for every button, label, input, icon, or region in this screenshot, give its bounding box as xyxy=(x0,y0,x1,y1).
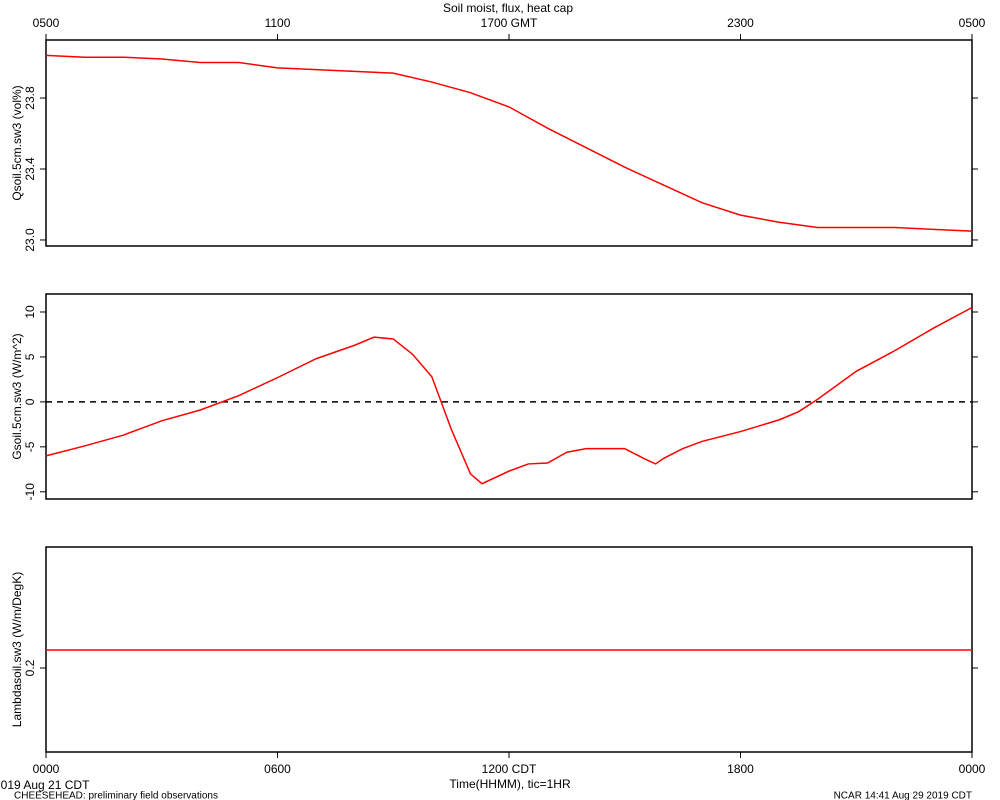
x-tick-label: 0000 xyxy=(33,762,60,776)
y-tick-label: -10 xyxy=(23,483,37,501)
chart-title: Soil moist, flux, heat cap xyxy=(443,1,573,15)
x-tick-label: 1800 xyxy=(727,762,754,776)
note: CHEESEHEAD: preliminary field observatio… xyxy=(14,791,218,800)
date-label: 2019 Aug 21 CDT xyxy=(0,778,90,792)
y-tick-label: 23.0 xyxy=(23,228,37,252)
y-tick-label: 0.2 xyxy=(23,659,37,676)
y-tick-label: 5 xyxy=(23,353,37,360)
x-tick-label: 1100 xyxy=(265,16,291,30)
y-axis-label: Lambdasoil.sw3 (W/m/DegK) xyxy=(10,572,24,727)
plot-frame xyxy=(45,293,973,500)
x-tick-label: 0500 xyxy=(33,16,60,30)
y-axis-label: Qsoil.5cm.sw3 (vol%) xyxy=(10,85,24,200)
y-tick-label: -5 xyxy=(23,441,37,452)
x-tick-label: 0500 xyxy=(959,16,986,30)
x-tick-label: 0600 xyxy=(264,762,291,776)
y-tick-label: 23.8 xyxy=(23,86,37,110)
y-tick-label: 0 xyxy=(23,398,37,405)
x-tick-label: 2300 xyxy=(727,16,754,30)
note: NCAR 14:41 Aug 29 2019 CDT xyxy=(834,791,972,800)
y-axis-label: Gsoil.5cm.sw3 (W/m^2) xyxy=(10,333,24,459)
x-tick-label: 1700 GMT xyxy=(481,16,538,30)
data-line xyxy=(45,54,973,232)
y-tick-label: 23.4 xyxy=(23,157,37,181)
x-tick-label: 1200 CDT xyxy=(482,762,537,776)
data-line xyxy=(45,306,973,485)
x-axis-label: Time(HHMM), tic=1HR xyxy=(449,777,571,791)
plot-frame xyxy=(45,39,973,247)
x-tick-label: 0000 xyxy=(959,762,986,776)
y-tick-label: 10 xyxy=(23,305,37,319)
